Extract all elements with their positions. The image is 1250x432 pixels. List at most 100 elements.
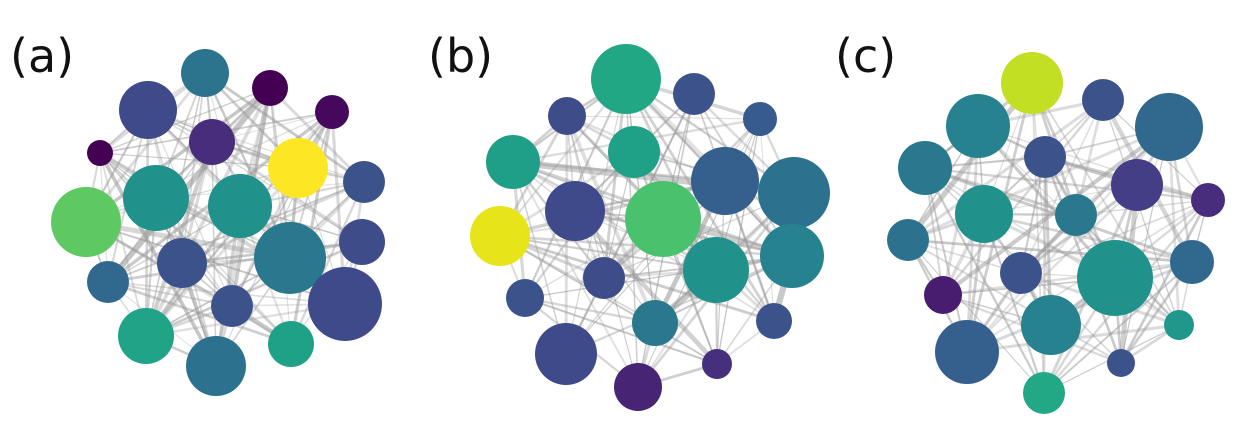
graph-node [583,257,625,299]
graph-node [87,140,113,166]
graph-edge [269,87,292,345]
graph-edge [289,110,334,346]
graph-node [252,70,288,106]
graph-edge [99,87,271,154]
graph-node [535,323,597,385]
graph-node [181,49,229,97]
graph-node [702,349,732,379]
graph-edge [982,212,1046,395]
graph-edge [906,125,1171,242]
graph-node [756,303,792,339]
graph-node [625,181,701,257]
graph-edge [499,235,718,365]
graph-edge [982,212,1194,264]
graph-node [486,135,540,189]
panel-b-label: (b) [428,29,493,83]
graph-node [683,237,749,303]
graph-edge [512,161,639,388]
graph-node [186,336,246,396]
graph-edge [498,234,718,272]
graph-node [1055,194,1097,236]
graph-edge [572,208,720,367]
graph-node [608,126,660,178]
graph-edge [906,98,1105,242]
panel-c-label: (c) [835,29,896,83]
graph-node [339,219,385,265]
graph-node [1077,240,1153,316]
graph-node [506,279,544,317]
graph-node [1001,52,1063,114]
graph-node [1000,252,1042,294]
graph-node [87,261,129,303]
graph-node [1191,183,1225,217]
graph-node [343,161,385,203]
graph-edge [98,151,292,260]
graph-edge [632,150,776,323]
graph-edge [498,234,776,323]
panel-a-nodes [51,49,385,396]
graph-node [1023,372,1065,414]
graph-node [946,94,1010,158]
graph-edge [907,239,1045,394]
graph-edge [511,160,718,272]
panel-b: (b) [428,29,830,411]
graph-node [924,276,962,314]
graph-edge [923,166,1046,395]
graph-edge [289,180,366,346]
graph-node [955,185,1013,243]
graph-node [545,181,605,241]
graph-edge [566,115,639,388]
graph-edge [512,161,567,355]
graph-edge [144,240,364,338]
graph-edge [1031,82,1180,326]
graph-node [123,165,189,231]
graph-node [1024,136,1066,178]
graph-node [1082,79,1124,121]
graph-node [1170,240,1214,284]
graph-edge [144,166,300,338]
graph-edge [180,180,366,265]
graph-edge [759,118,775,322]
graph-node [470,206,530,266]
graph-node [1164,310,1194,340]
graph-node [935,320,999,384]
graph-node [1021,295,1081,355]
graph-edge [203,71,366,184]
graph-edge [1043,261,1193,394]
graph-node [119,81,177,139]
graph-edge [1102,99,1180,326]
graph-node [1107,349,1135,377]
graph-node [189,119,235,165]
panel-a-label: (a) [10,29,74,83]
graph-node [691,147,759,215]
graph-edge [1020,199,1209,274]
graph-node [268,138,328,198]
graph-node [51,187,121,257]
graph-node [614,363,662,411]
graph-edge [716,118,761,365]
graph-edge [147,109,365,183]
graph-node [268,321,314,367]
panel-a: (a) [10,29,385,396]
panel-b-nodes [470,44,830,411]
graph-node [1111,159,1163,211]
graph-node [898,141,952,195]
graph-node [548,97,586,135]
graph-edge [965,183,1139,354]
graph-node [211,285,253,327]
graph-node [118,308,174,364]
graph-node [673,73,715,115]
graph-node [157,238,207,288]
graph-edge [144,86,272,338]
graph-node [208,174,272,238]
graph-node [308,267,382,341]
graph-node [758,157,830,229]
graph-edge [99,152,233,307]
graph-edge [965,260,1194,354]
graph-edge [147,109,363,243]
graph-edge [977,125,1209,201]
graph-edge [84,86,272,224]
graph-edge [907,239,1122,364]
graph-edge [211,141,217,367]
panel-c-nodes [887,52,1225,414]
